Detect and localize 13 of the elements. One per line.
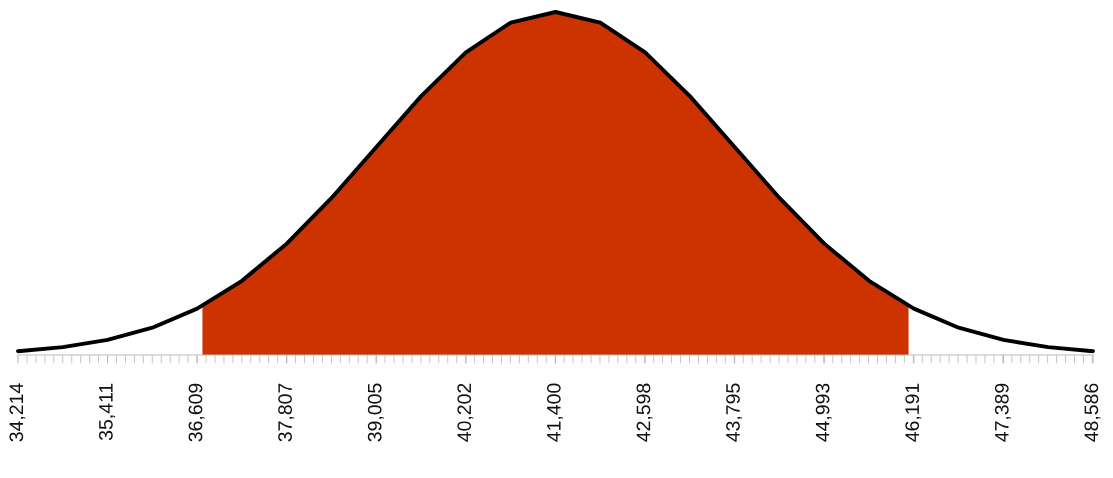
x-tick-label: 43,795 xyxy=(726,383,743,442)
x-tick-label: 37,807 xyxy=(278,383,295,442)
x-tick-label: 41,400 xyxy=(546,383,564,442)
x-tick-label: 47,389 xyxy=(994,383,1011,442)
x-tick-label: 42,598 xyxy=(636,383,653,442)
x-tick-label: 44,993 xyxy=(815,383,832,442)
x-tick-label: 46,191 xyxy=(905,383,922,442)
x-tick-label: 35,411 xyxy=(98,383,116,441)
x-tick-label: 48,586 xyxy=(1084,383,1101,442)
x-tick-label: 40,202 xyxy=(457,383,474,442)
x-tick-label: 34,214 xyxy=(9,383,26,442)
x-tick-label: 36,609 xyxy=(188,383,205,442)
x-tick-label: 39,005 xyxy=(367,383,384,442)
